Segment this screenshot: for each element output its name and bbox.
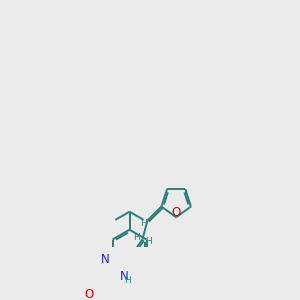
Text: H: H xyxy=(140,219,147,228)
Text: N: N xyxy=(120,270,129,283)
Text: N: N xyxy=(101,253,110,266)
Text: H: H xyxy=(145,237,152,246)
Text: O: O xyxy=(172,206,181,219)
Text: O: O xyxy=(84,288,93,300)
Text: H: H xyxy=(124,276,131,285)
Text: H: H xyxy=(133,233,140,242)
